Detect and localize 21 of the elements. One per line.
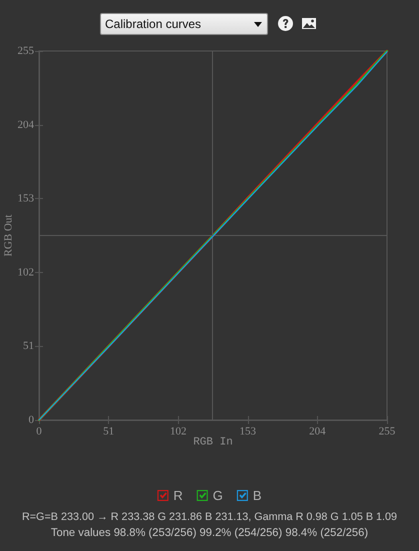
legend-label: R [173, 488, 183, 503]
y-tick-label: 51 [23, 340, 34, 352]
x-tick-label: 204 [309, 426, 326, 438]
y-axis-title: RGB Out [2, 214, 14, 256]
legend-label: B [252, 488, 262, 503]
y-tick-label: 255 [18, 45, 34, 57]
x-tick-label: 153 [240, 426, 257, 438]
text: Tone values 98.8% (253/256) 99.2% (254/256) 98.4% (252/256) [50, 527, 368, 539]
x-tick-label: 102 [170, 426, 186, 438]
x-axis-title: RGB In [193, 436, 233, 448]
y-tick-label: 0 [28, 414, 34, 426]
x-tick-label: 0 [36, 426, 42, 438]
x-tick-label: 51 [103, 426, 114, 438]
x-tick-label: 255 [378, 426, 396, 438]
y-tick-label: 204 [18, 118, 34, 131]
legend-label: G [212, 488, 223, 503]
text: R=G=B 233.00 → R 233.38 G 231.86 B 231.13, Gamma R 0.98 G 1.05 B 1.09 [22, 511, 398, 523]
y-tick-label: 102 [18, 266, 34, 278]
y-tick-label: 153 [18, 192, 34, 205]
dropdown-field: Calibration curves [100, 13, 268, 35]
chart-title: Calibration curves [105, 17, 202, 31]
